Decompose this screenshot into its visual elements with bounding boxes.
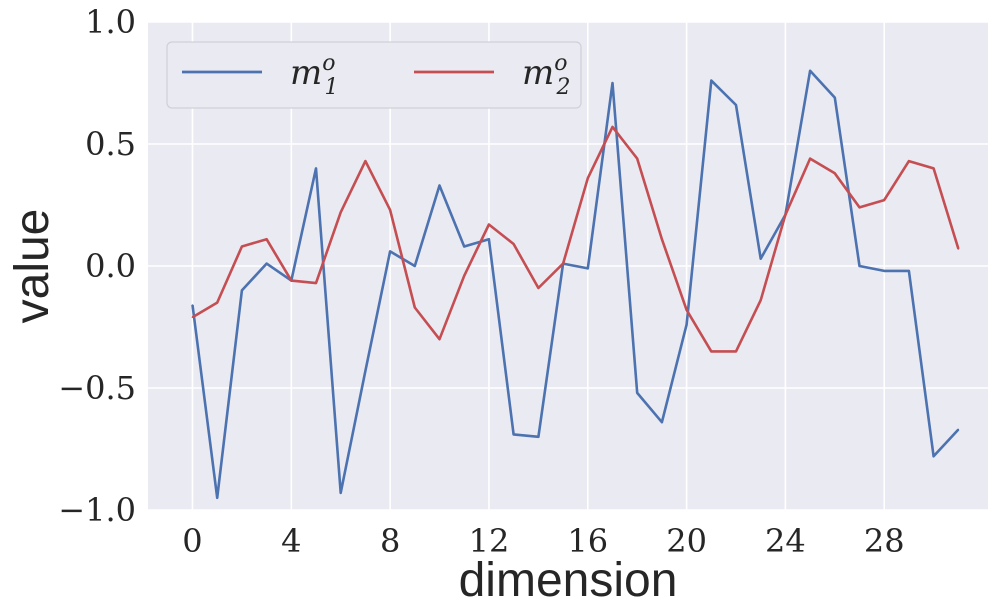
legend-label: mo 2 [522,51,571,100]
series-layer [191,69,960,500]
legend-entry-2: mo 2 [414,51,571,100]
data-point [858,206,861,209]
legend-frame [166,41,582,109]
data-point [241,245,243,248]
x-axis-ticks: 0 4 8 12 16 20 24 28 [182,522,904,560]
y-tick-label: 0.0 [85,247,136,285]
data-point [834,172,836,175]
data-point [957,428,960,431]
data-point [759,299,762,301]
data-point [191,316,194,319]
legend-entry-1: mo 1 [182,51,339,100]
data-point [389,209,391,211]
y-axis-ticks: −1.0 −0.5 0.0 0.5 1.0 [58,3,136,529]
data-point [932,455,935,458]
data-point [834,96,836,99]
data-point [488,223,490,226]
data-point [636,157,638,160]
data-point [512,433,515,436]
data-point [290,279,293,282]
data-point [908,270,910,272]
x-tick-label: 12 [469,522,510,560]
data-point [661,238,663,240]
x-tick-label: 24 [765,522,806,560]
data-point [735,350,737,353]
data-point [364,370,367,372]
data-point [216,301,218,304]
data-point [586,267,589,270]
data-point [241,289,243,292]
data-point [537,287,540,289]
data-point [908,160,910,162]
data-point [611,126,614,128]
data-point [611,82,614,84]
x-axis-label: dimension [459,554,678,607]
series-line-2 [191,125,960,353]
data-point [957,248,960,250]
data-point [661,421,663,423]
data-point [364,160,367,162]
data-point [562,262,564,265]
y-axis-label: value [6,209,59,324]
data-point [265,262,268,265]
data-point [216,497,218,499]
data-point [339,211,342,214]
data-point [710,350,713,353]
x-tick-label: 0 [182,522,202,560]
data-point [809,157,811,160]
data-point [463,245,466,248]
data-point [265,238,268,240]
data-point [586,177,589,179]
data-point [685,323,688,326]
data-point [784,213,787,216]
data-point [809,70,811,72]
data-point [537,436,540,438]
legend-label: mo 1 [290,51,339,100]
data-point [339,492,342,494]
data-point [463,274,466,277]
data-point [315,282,317,284]
data-point [932,167,935,170]
x-tick-label: 20 [666,522,707,560]
data-point [438,338,441,341]
data-point [685,309,688,311]
x-tick-label: 28 [864,522,905,560]
data-point [636,392,638,394]
data-point [438,184,441,187]
legend: mo 1 mo 2 [166,41,582,109]
data-point [883,270,886,272]
data-point [414,306,416,309]
data-point [759,257,762,260]
series-line-1 [191,69,960,500]
y-tick-label: −0.5 [58,369,136,407]
y-tick-label: 1.0 [85,3,136,41]
series-2 [191,125,960,353]
data-point [488,238,490,240]
x-tick-label: 16 [567,522,608,560]
x-tick-label: 8 [380,522,400,560]
data-point [191,304,194,306]
data-point [512,243,515,245]
data-point [858,265,861,267]
data-point [710,79,713,82]
y-tick-label: 0.5 [85,125,136,163]
data-point [414,265,416,267]
y-tick-label: −1.0 [58,491,136,529]
x-tick-label: 4 [281,522,301,560]
data-point [735,104,737,106]
data-point [389,250,391,253]
data-point [883,199,886,201]
data-point [315,167,317,170]
